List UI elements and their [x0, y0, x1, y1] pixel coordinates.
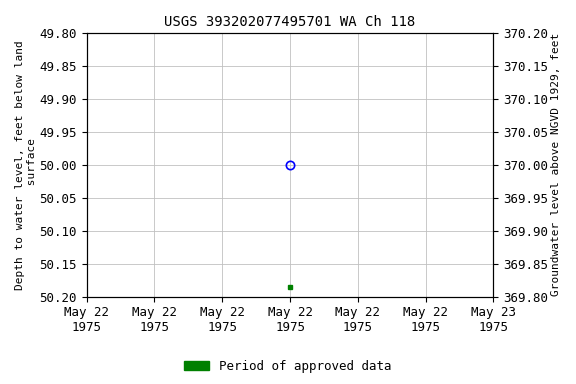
- Title: USGS 393202077495701 WA Ch 118: USGS 393202077495701 WA Ch 118: [164, 15, 416, 29]
- Y-axis label: Depth to water level, feet below land
 surface: Depth to water level, feet below land su…: [15, 40, 37, 290]
- Legend: Period of approved data: Period of approved data: [179, 355, 397, 378]
- Y-axis label: Groundwater level above NGVD 1929, feet: Groundwater level above NGVD 1929, feet: [551, 33, 561, 296]
